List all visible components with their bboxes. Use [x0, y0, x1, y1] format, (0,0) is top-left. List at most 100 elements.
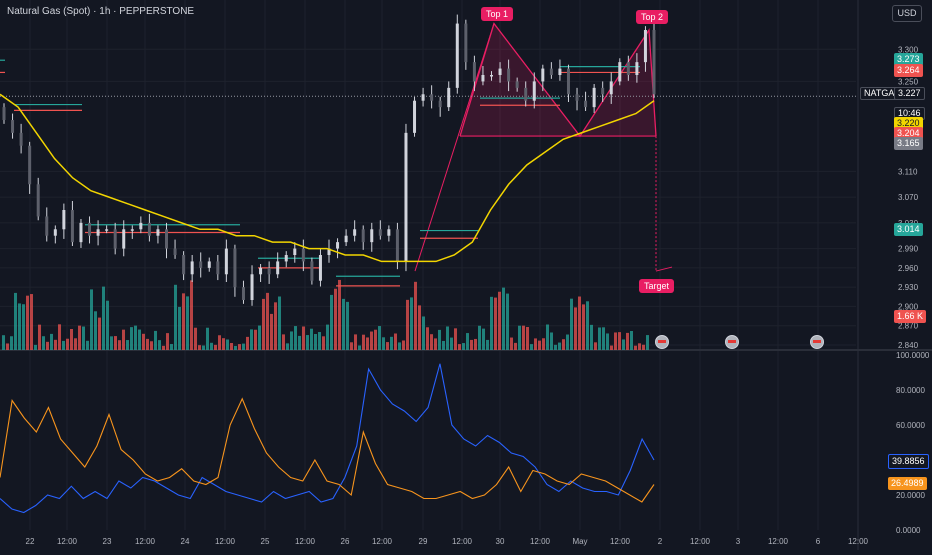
- volume-bar: [314, 334, 317, 350]
- volume-bar: [602, 327, 605, 350]
- volume-bar: [302, 326, 305, 350]
- candle-body: [216, 261, 220, 275]
- volume-bar: [174, 284, 177, 350]
- volume-bar: [466, 333, 469, 350]
- volume-bar: [410, 297, 413, 350]
- candle-body: [310, 261, 314, 281]
- candle-body: [2, 107, 6, 120]
- time-axis-tick: 12:00: [610, 537, 631, 546]
- volume-bar: [266, 292, 269, 350]
- price-axis-tick: 3.300: [898, 45, 919, 54]
- candle-body: [79, 222, 83, 243]
- candle-body: [498, 68, 502, 75]
- volume-bar: [242, 343, 245, 350]
- price-tag: 3.204: [894, 127, 923, 140]
- candle-body: [293, 248, 297, 255]
- volume-bar: [630, 331, 633, 350]
- candle-body: [301, 248, 305, 262]
- volume-bar: [186, 296, 189, 350]
- volume-bar: [518, 325, 521, 350]
- symbol-title[interactable]: Natural Gas (Spot) · 1h · PEPPERSTONE: [7, 6, 195, 17]
- volume-bar: [358, 345, 361, 350]
- volume-bar: [350, 342, 353, 350]
- volume-bar: [2, 335, 5, 350]
- price-tag: 3.220: [894, 117, 923, 130]
- time-axis-tick: 12:00: [372, 537, 393, 546]
- volume-bar: [394, 333, 397, 350]
- volume-bar: [134, 325, 137, 350]
- volume-bar: [146, 338, 149, 350]
- volume-bar: [198, 345, 201, 350]
- volume-bar: [498, 291, 501, 350]
- target-label: Target: [639, 279, 675, 293]
- volume-bar: [390, 336, 393, 350]
- candle-body: [618, 62, 622, 82]
- volume-bar: [546, 324, 549, 350]
- candle-body: [541, 68, 545, 82]
- currency-button[interactable]: USD: [892, 5, 922, 22]
- volume-bar: [534, 338, 537, 350]
- volume-bar: [226, 339, 229, 350]
- volume-bar: [434, 338, 437, 350]
- volume-bar: [118, 340, 121, 350]
- volume-bar: [206, 327, 209, 350]
- volume-bar: [34, 344, 37, 350]
- candle-body: [250, 274, 254, 300]
- candle-body: [430, 94, 434, 101]
- volume-bar: [214, 344, 217, 350]
- volume-bar: [382, 337, 385, 350]
- candle-body: [207, 261, 211, 268]
- volume-bar: [38, 324, 41, 350]
- candle-body: [370, 229, 374, 243]
- volume-bar: [298, 335, 301, 350]
- candle-body: [378, 229, 382, 236]
- volume-bar: [622, 339, 625, 350]
- volume-bar: [158, 340, 161, 350]
- volume-bar: [42, 336, 45, 350]
- volume-bar: [494, 297, 497, 350]
- volume-bar: [166, 333, 169, 350]
- price-tag: 3.014: [894, 223, 923, 236]
- volume-bar: [574, 307, 577, 350]
- us-flag-icon[interactable]: [810, 335, 824, 349]
- price-axis-tick: 3.070: [898, 193, 919, 202]
- price-axis-tick: 2.870: [898, 322, 919, 331]
- volume-bar: [510, 337, 513, 350]
- volume-bar: [442, 340, 445, 350]
- price-tag: 3.273: [894, 53, 923, 66]
- volume-bar: [66, 338, 69, 350]
- price-tag: 3.165: [894, 137, 923, 150]
- volume-bar: [462, 343, 465, 350]
- candle-body: [336, 242, 340, 249]
- us-flag-icon[interactable]: [725, 335, 739, 349]
- volume-bar: [530, 344, 533, 350]
- volume-bar: [570, 298, 573, 350]
- candles: [2, 14, 656, 306]
- price-tag: 1.66 K: [894, 310, 927, 323]
- volume-bar: [86, 340, 89, 350]
- volume-bar: [218, 335, 221, 350]
- price-axis-tick: 2.990: [898, 245, 919, 254]
- volume-bar: [606, 333, 609, 350]
- volume-bar: [446, 326, 449, 350]
- volume-bar: [258, 325, 261, 350]
- time-axis-tick: 25: [261, 537, 270, 546]
- candle-body: [173, 248, 177, 255]
- time-axis-tick: 30: [496, 537, 505, 546]
- volume-bar: [478, 325, 481, 350]
- volume-bar: [58, 324, 61, 350]
- volume-bar: [330, 294, 333, 350]
- candle-body: [447, 87, 451, 108]
- candle-body: [28, 145, 32, 185]
- volume-bar: [470, 339, 473, 350]
- volume-bar: [194, 327, 197, 350]
- us-flag-icon[interactable]: [655, 335, 669, 349]
- volume-bar: [70, 328, 73, 350]
- volume-bar: [378, 326, 381, 350]
- moving-average-line: [0, 93, 655, 263]
- volume-bar: [342, 298, 345, 350]
- candle-body: [276, 261, 280, 275]
- time-axis-tick: 12:00: [57, 537, 78, 546]
